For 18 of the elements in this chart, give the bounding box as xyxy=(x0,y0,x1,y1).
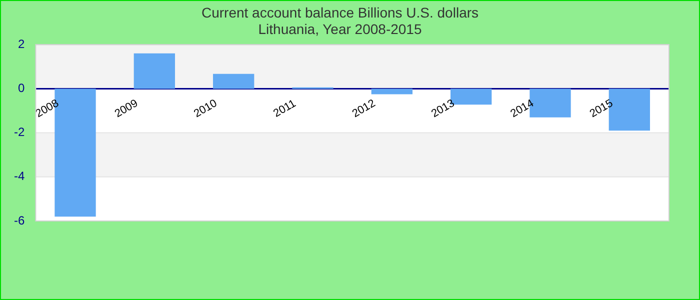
bar xyxy=(213,74,254,89)
x-tick-label: 2011 xyxy=(272,98,298,120)
y-tick-label: 0 xyxy=(18,81,25,96)
y-tick-label: -6 xyxy=(14,213,25,228)
bar xyxy=(134,53,176,89)
chart-title: Current account balance Billions U.S. dollars xyxy=(201,4,479,20)
x-tick-label: 2010 xyxy=(192,97,220,120)
y-tick-label: -4 xyxy=(14,169,25,184)
x-tick-label: 2015 xyxy=(588,97,616,120)
x-tick-label: 2009 xyxy=(112,97,140,120)
bar xyxy=(371,88,412,94)
x-tick-label: 2008 xyxy=(34,97,61,120)
y-tick-label: -2 xyxy=(14,125,25,140)
y-tick-label: 2 xyxy=(18,36,25,51)
x-tick-label: 2012 xyxy=(350,97,378,120)
x-tick-label: 2013 xyxy=(430,97,457,120)
x-tick-label: 2014 xyxy=(508,97,536,120)
chart-subtitle: Lithuania, Year 2008-2015 xyxy=(258,21,422,38)
